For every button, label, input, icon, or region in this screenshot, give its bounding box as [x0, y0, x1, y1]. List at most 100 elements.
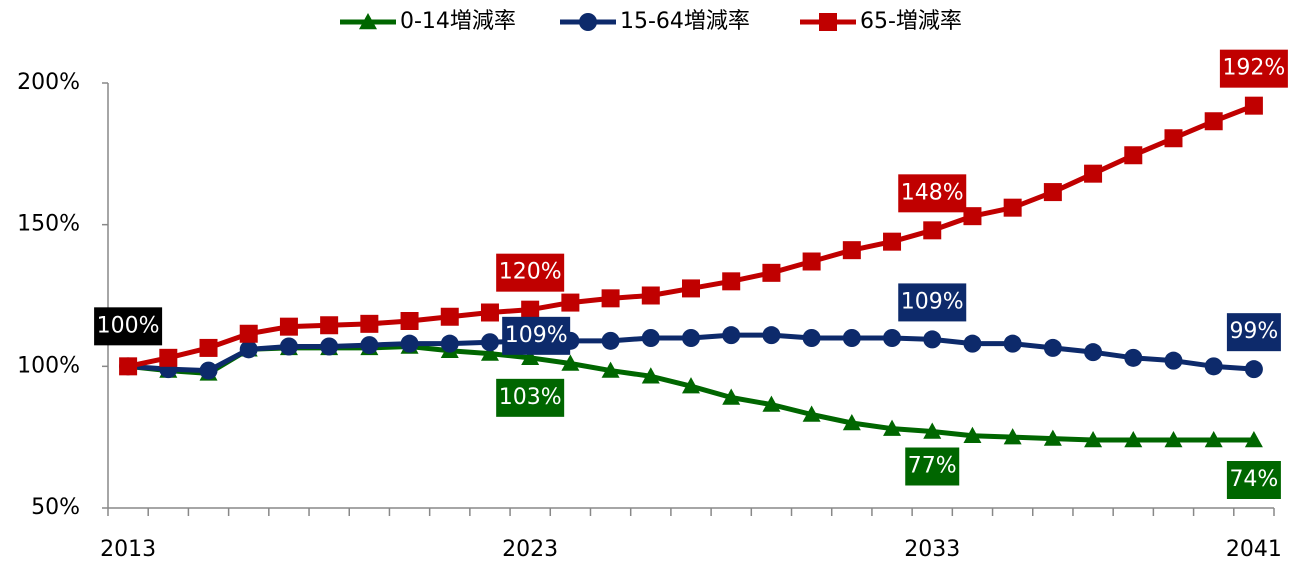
data-point — [1244, 431, 1263, 448]
data-point — [1164, 431, 1183, 448]
x-tick-label: 2013 — [100, 537, 156, 561]
data-point — [842, 329, 861, 347]
x-tick-label: 2033 — [904, 537, 960, 561]
data-point — [722, 272, 741, 291]
data-point — [802, 252, 821, 271]
data-point — [1003, 198, 1022, 217]
legend-marker — [359, 13, 377, 30]
data-point — [1124, 146, 1143, 165]
data-point — [601, 361, 620, 378]
data-point — [682, 329, 700, 347]
y-tick-label: 100% — [17, 353, 80, 378]
data-point — [762, 395, 781, 412]
data-point — [360, 336, 379, 355]
data-point — [641, 329, 660, 347]
data-point — [521, 348, 540, 366]
data-label-box — [1226, 461, 1281, 499]
data-point — [802, 405, 821, 422]
data-point — [682, 279, 700, 298]
data-label-box — [898, 174, 967, 213]
data-label: 103% — [499, 385, 562, 410]
data-label-box — [94, 307, 163, 346]
data-label: 74% — [1229, 467, 1278, 492]
data-point — [561, 354, 580, 371]
data-point — [842, 414, 861, 431]
data-point — [159, 348, 178, 367]
data-point — [762, 326, 781, 345]
data-point — [1204, 357, 1223, 376]
data-point — [320, 316, 339, 335]
data-point — [682, 377, 700, 394]
data-point — [601, 289, 620, 308]
data-point — [360, 314, 379, 333]
data-label-box — [905, 447, 960, 486]
data-point — [480, 344, 499, 361]
data-point — [1003, 334, 1022, 353]
data-label: 120% — [499, 260, 562, 285]
data-point — [722, 326, 741, 345]
data-point — [1164, 129, 1183, 148]
data-point — [802, 329, 821, 347]
data-point — [1084, 431, 1103, 448]
data-label: 192% — [1222, 56, 1285, 81]
data-point — [1003, 428, 1022, 445]
data-point — [1084, 343, 1103, 362]
data-point — [601, 331, 620, 350]
data-point — [883, 419, 902, 436]
data-point — [279, 337, 298, 356]
data-label-box — [1226, 313, 1281, 352]
data-point — [480, 333, 499, 352]
data-point — [440, 307, 459, 326]
y-tick-label: 50% — [31, 495, 80, 520]
x-tick-label: 2041 — [1226, 537, 1282, 561]
data-point — [440, 334, 459, 353]
data-point — [923, 422, 942, 439]
data-point — [239, 340, 258, 359]
data-point — [762, 263, 781, 282]
data-label: 77% — [908, 454, 957, 479]
data-point — [199, 338, 218, 357]
data-point — [1124, 348, 1143, 367]
data-label: 100% — [97, 313, 160, 338]
data-point — [199, 361, 218, 380]
y-tick-label: 150% — [17, 212, 80, 237]
data-point — [400, 312, 419, 330]
data-point — [320, 337, 339, 356]
data-point — [963, 207, 982, 226]
data-point — [400, 334, 419, 353]
data-label: 99% — [1229, 319, 1278, 344]
data-label-box — [496, 378, 565, 417]
data-point — [963, 334, 982, 353]
data-point — [1043, 338, 1062, 357]
data-label: 148% — [901, 180, 964, 205]
data-label-box — [1219, 49, 1288, 88]
data-point — [1244, 360, 1263, 379]
data-point — [1244, 96, 1263, 115]
data-point — [722, 388, 741, 405]
data-point — [963, 426, 982, 443]
data-label-box — [898, 283, 967, 322]
data-point — [1204, 431, 1223, 448]
data-point — [1124, 431, 1143, 448]
data-point — [480, 303, 499, 322]
data-point — [561, 293, 580, 312]
data-point — [883, 329, 902, 347]
data-point — [883, 232, 902, 251]
legend-label: 0-14増減率 — [400, 9, 516, 34]
y-tick-label: 200% — [17, 70, 80, 95]
data-point — [923, 221, 942, 240]
data-label: 109% — [505, 323, 568, 348]
data-point — [1084, 164, 1103, 183]
data-label-box — [496, 253, 565, 292]
data-label-box — [502, 316, 571, 355]
data-point — [279, 317, 298, 336]
data-point — [641, 367, 660, 384]
data-point — [1043, 429, 1062, 446]
data-point — [119, 357, 138, 376]
x-tick-label: 2023 — [502, 537, 558, 561]
legend: 0-14増減率 15-64増減率 65-増減率 — [340, 9, 962, 34]
data-point — [1204, 112, 1223, 131]
data-point — [1043, 183, 1062, 202]
data-point — [1164, 351, 1183, 370]
